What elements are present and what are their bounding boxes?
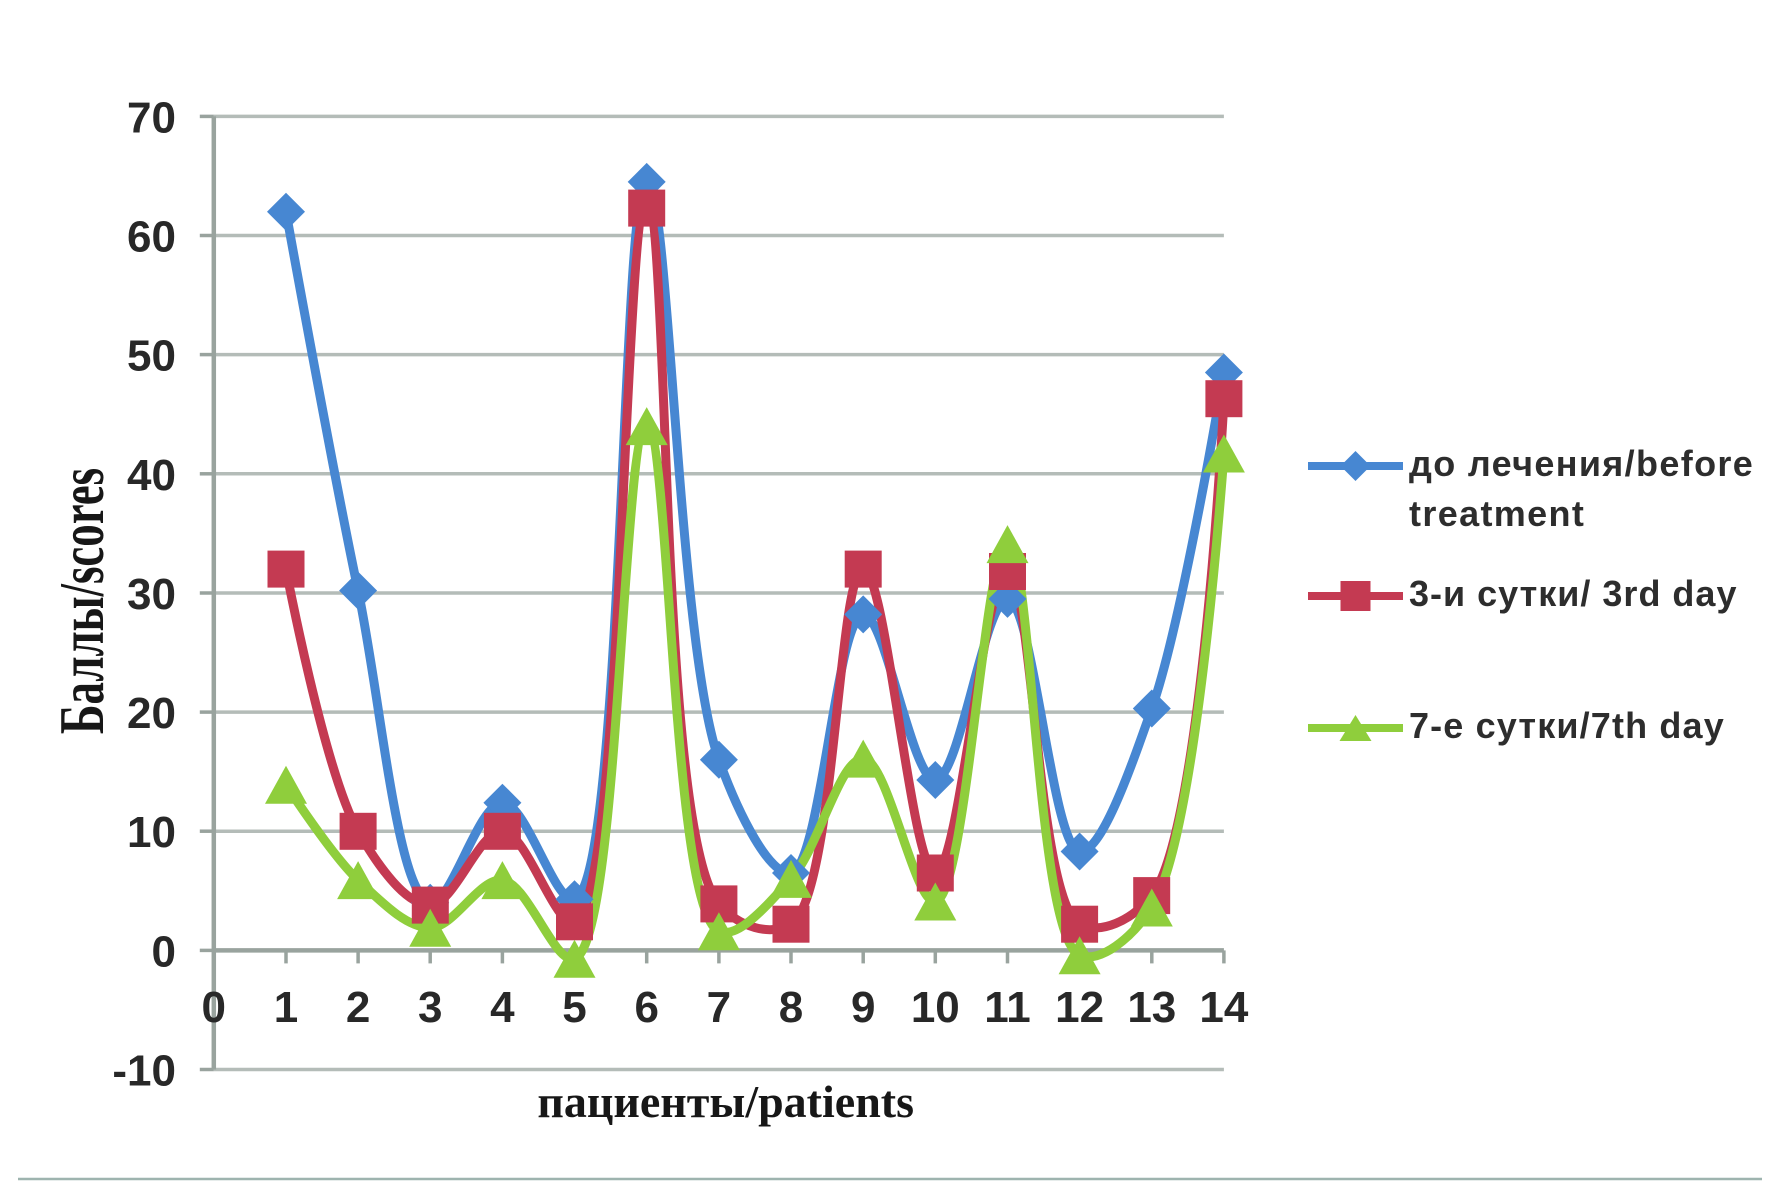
svg-text:treatment: treatment xyxy=(1409,493,1585,534)
svg-text:8: 8 xyxy=(779,983,803,1032)
svg-text:7-е сутки/7th day: 7-е сутки/7th day xyxy=(1409,705,1725,746)
svg-text:30: 30 xyxy=(127,570,176,619)
svg-text:50: 50 xyxy=(127,332,176,381)
svg-text:пациенты/patients: пациенты/patients xyxy=(537,1076,914,1127)
svg-text:5: 5 xyxy=(562,983,586,1032)
svg-text:11: 11 xyxy=(984,983,1031,1032)
svg-text:14: 14 xyxy=(1199,983,1248,1032)
svg-text:2: 2 xyxy=(346,983,370,1032)
svg-text:Баллы/scores: Баллы/scores xyxy=(46,468,117,734)
svg-text:0: 0 xyxy=(152,927,176,976)
svg-text:12: 12 xyxy=(1055,983,1104,1032)
svg-text:1: 1 xyxy=(274,983,298,1032)
svg-text:70: 70 xyxy=(127,93,176,142)
svg-text:до лечения/before: до лечения/before xyxy=(1409,443,1754,484)
svg-text:3: 3 xyxy=(418,983,442,1032)
svg-text:10: 10 xyxy=(127,808,176,857)
svg-text:0: 0 xyxy=(202,983,226,1032)
svg-text:3-и сутки/ 3rd day: 3-и сутки/ 3rd day xyxy=(1409,573,1737,614)
svg-text:6: 6 xyxy=(634,983,658,1032)
svg-text:40: 40 xyxy=(127,451,176,500)
svg-text:60: 60 xyxy=(127,213,176,262)
svg-text:10: 10 xyxy=(911,983,960,1032)
svg-text:13: 13 xyxy=(1127,983,1176,1032)
svg-text:9: 9 xyxy=(851,983,875,1032)
svg-text:-10: -10 xyxy=(112,1047,176,1096)
svg-text:20: 20 xyxy=(127,689,176,738)
svg-text:4: 4 xyxy=(490,983,515,1032)
svg-text:7: 7 xyxy=(707,983,731,1032)
